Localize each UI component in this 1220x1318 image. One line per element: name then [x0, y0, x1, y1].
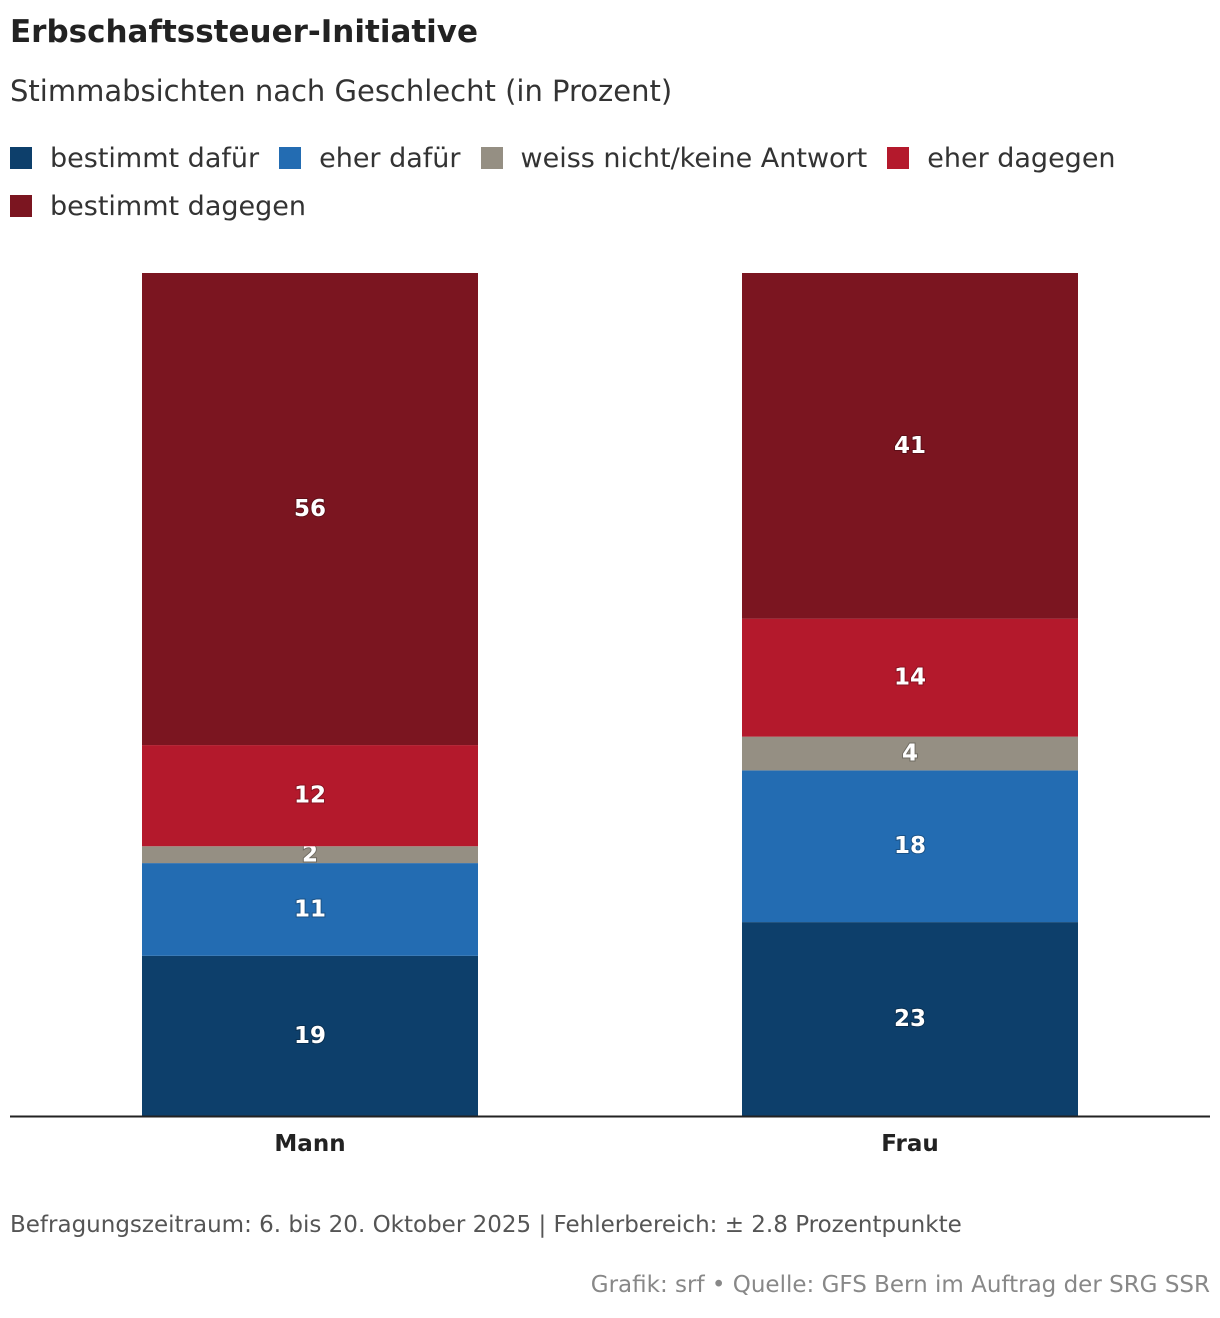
data-label-mann-eher-dafuer: 11: [294, 896, 326, 922]
data-label-mann-weiss-nicht-keine-antwort: 2: [302, 842, 318, 868]
chart-subtitle: Stimmabsichten nach Geschlecht (in Proze…: [10, 74, 673, 108]
x-tick-label-mann: Mann: [274, 1131, 345, 1157]
legend-item-weiss-nicht: weiss nicht/keine Antwort: [480, 140, 868, 176]
legend-label: eher dagegen: [927, 142, 1116, 174]
legend-label: weiss nicht/keine Antwort: [520, 142, 868, 174]
legend-swatch: [480, 147, 503, 169]
legend-item-bestimmt-dagegen: bestimmt dagegen: [10, 188, 306, 224]
legend: bestimmt dafür eher dafür weiss nicht/ke…: [10, 140, 1210, 224]
data-label-mann-bestimmt-dagegen: 56: [294, 496, 326, 522]
bar-segment-frau-eher-dafuer: [742, 770, 1078, 923]
data-label-frau-weiss-nicht-keine-antwort: 4: [902, 741, 918, 767]
bar-segment-frau-bestimmt-dagegen: [742, 273, 1078, 619]
bar-segment-frau-bestimmt-dafuer: [742, 922, 1078, 1116]
data-label-frau-bestimmt-dagegen: 41: [894, 433, 926, 459]
legend-item-eher-dafuer: eher dafür: [279, 140, 461, 176]
bar-segment-mann-eher-dagegen: [142, 745, 478, 847]
footnote: Befragungszeitraum: 6. bis 20. Oktober 2…: [10, 1212, 962, 1238]
bar-segment-mann-bestimmt-dagegen: [142, 273, 478, 746]
legend-label: bestimmt dafür: [50, 142, 260, 174]
legend-item-eher-dagegen: eher dagegen: [887, 140, 1116, 176]
legend-swatch: [279, 147, 302, 169]
bar-segment-mann-bestimmt-dafuer: [142, 955, 478, 1116]
bar-segment-frau-weiss-nicht-keine-antwort: [742, 736, 1078, 771]
legend-label: bestimmt dagegen: [50, 190, 306, 222]
data-label-frau-eher-dafuer: 18: [894, 833, 926, 859]
chart-title: Erbschaftssteuer-Initiative: [10, 14, 479, 50]
bar-segment-mann-weiss-nicht-keine-antwort: [142, 846, 478, 864]
x-tick-label-frau: Frau: [881, 1131, 938, 1157]
legend-swatch: [10, 195, 32, 217]
legend-item-bestimmt-dafuer: bestimmt dafür: [10, 140, 259, 176]
data-label-mann-bestimmt-dafuer: 19: [294, 1023, 326, 1049]
data-label-frau-bestimmt-dafuer: 23: [894, 1006, 926, 1032]
legend-swatch: [10, 147, 32, 169]
legend-label: eher dafür: [319, 142, 461, 174]
source-credit: Grafik: srf • Quelle: GFS Bern im Auftra…: [590, 1272, 1210, 1298]
bar-segment-mann-eher-dafuer: [142, 863, 478, 956]
data-label-mann-eher-dagegen: 12: [294, 783, 326, 809]
legend-swatch: [887, 147, 910, 169]
data-label-frau-eher-dagegen: 14: [894, 665, 926, 691]
bar-segment-frau-eher-dagegen: [742, 618, 1078, 737]
